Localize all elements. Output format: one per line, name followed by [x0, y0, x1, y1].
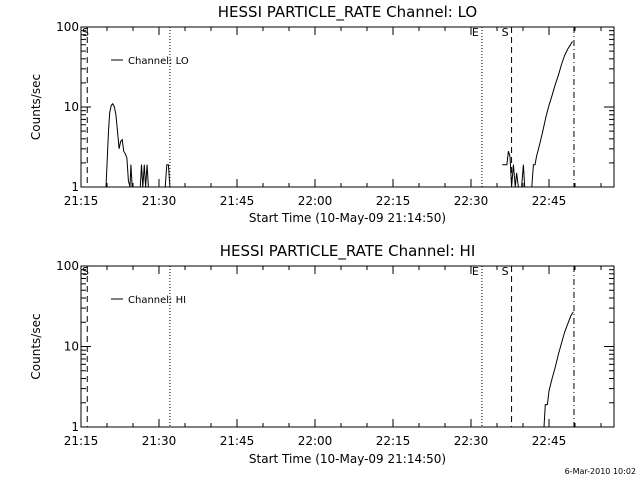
chart-1-marker-label: E — [472, 265, 479, 278]
chart-1-x-tick-label: 21:15 — [64, 434, 99, 448]
chart-0-panel: HESSI PARTICLE_RATE Channel: LO 21:15 21:3… — [29, 3, 615, 225]
chart-0-x-axis-label: Start Time (10-May-09 21:14:50) — [249, 211, 446, 225]
chart-0-y-axis-label: Counts/sec — [29, 74, 43, 140]
chart-0-marker-label: S — [82, 26, 89, 39]
chart-1-x-tick-label: 22:00 — [298, 434, 333, 448]
footer-timestamp: 6-Mar-2010 10:02 — [565, 467, 636, 476]
chart-1-series-line — [543, 311, 574, 428]
chart-0-marker-label: S — [502, 26, 509, 39]
chart-0-x-tick-label: 21:30 — [142, 194, 177, 208]
chart-1-y-tick-label: 10 — [64, 340, 79, 354]
chart-1-x-axis-label: Start Time (10-May-09 21:14:50) — [249, 452, 446, 466]
chart-0-y-tick-label: 1 — [71, 180, 79, 194]
chart-1-x-tick-label: 21:45 — [220, 434, 255, 448]
chart-1-marker-label: S — [502, 265, 509, 278]
chart-1-marker-label: S — [82, 265, 89, 278]
chart-1-plot-frame — [80, 265, 615, 428]
chart-1-legend-label: Channel: HI — [128, 295, 186, 306]
chart-1-y-tick-label: 1 — [71, 420, 79, 434]
chart-1-panel: HESSI PARTICLE_RATE Channel: HI 21:15 21:3… — [29, 242, 615, 466]
chart-0-x-tick-label: 22:00 — [298, 194, 333, 208]
chart-0-x-tick-label: 21:15 — [64, 194, 99, 208]
chart-0-x-tick-label: 22:45 — [532, 194, 567, 208]
chart-1-x-tick-label: 21:30 — [142, 434, 177, 448]
chart-0-legend-label: Channel: LO — [128, 56, 189, 67]
chart-0-y-tick-label: 10 — [64, 100, 79, 114]
chart-0-marker-label: E — [472, 26, 479, 39]
chart-0-y-tick-label: 100 — [56, 20, 79, 34]
chart-0-x-tick-label: 22:30 — [454, 194, 489, 208]
chart-1-x-tick-label: 22:30 — [454, 434, 489, 448]
chart-1-x-tick-label: 22:15 — [376, 434, 411, 448]
chart-1-title: HESSI PARTICLE_RATE Channel: HI — [220, 242, 476, 261]
chart-0-series-line — [502, 41, 573, 188]
chart-0-series-line — [105, 102, 171, 188]
chart-0-plot-frame — [80, 26, 615, 188]
chart-0-title: HESSI PARTICLE_RATE Channel: LO — [218, 3, 477, 22]
chart-1-x-tick-label: 22:45 — [532, 434, 567, 448]
chart-1-y-tick-label: 100 — [56, 259, 79, 273]
chart-1-y-axis-label: Counts/sec — [29, 313, 43, 379]
chart-0-x-tick-label: 22:15 — [376, 194, 411, 208]
chart-0-x-tick-label: 21:45 — [220, 194, 255, 208]
